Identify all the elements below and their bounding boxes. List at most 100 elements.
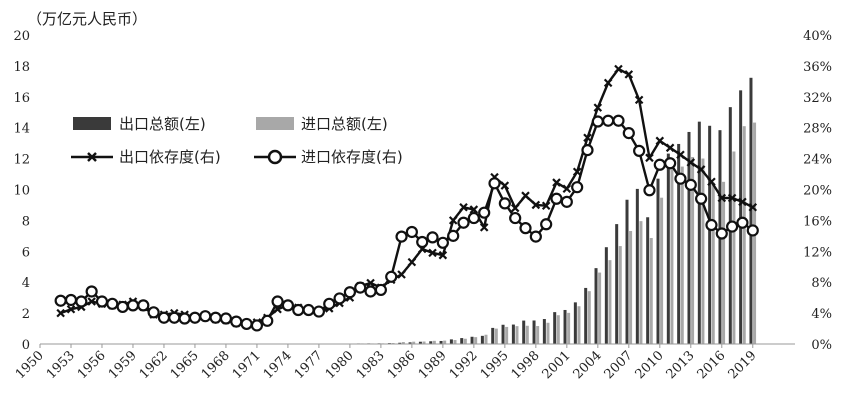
import-dependence-point [726, 220, 739, 233]
export-dependence-point [655, 136, 665, 146]
import-dependence-point [581, 144, 594, 157]
export-bar [708, 125, 712, 344]
export-dependence-point [479, 223, 489, 232]
import-bar [649, 237, 653, 344]
import-dependence-point [261, 314, 274, 327]
left-tick-label: 6 [22, 245, 30, 260]
export-dependence-point [500, 181, 510, 190]
import-dependence-point [312, 305, 326, 318]
import-dependence-point [550, 192, 563, 205]
export-dependence-point [521, 191, 530, 200]
import-bar [432, 340, 436, 344]
x-tick-label: 1968 [199, 348, 233, 382]
import-dependence-point [292, 303, 305, 317]
legend-item-export-total: 出口总额(左) [73, 115, 206, 133]
left-tick-label: 2 [22, 307, 30, 322]
export-bar [501, 324, 505, 344]
x-tick-label: 1998 [509, 348, 543, 382]
import-dependence-point [467, 211, 480, 225]
export-dependence-point [738, 197, 747, 207]
import-bar [494, 328, 498, 344]
import-dependence-point [447, 229, 460, 242]
import-dependence-point [116, 300, 129, 314]
import-dependence-point [147, 306, 160, 319]
right-tick-label: 20% [803, 184, 832, 199]
export-dependence-point [541, 201, 551, 211]
import-dependence-point [343, 286, 356, 299]
x-tick-label: 2013 [664, 348, 698, 382]
export-dependence-point [727, 193, 737, 203]
x-tick-label: 1974 [261, 348, 295, 382]
export-bar [625, 199, 629, 344]
import-dependence-point [478, 206, 491, 219]
import-dependence-point [560, 195, 573, 208]
export-bar [749, 77, 753, 344]
export-bar [615, 224, 619, 344]
import-dependence-point [405, 225, 418, 239]
import-dependence-point [188, 311, 202, 324]
export-dependence-point [56, 308, 65, 318]
import-dependence-point [746, 224, 759, 237]
x-tick-label: 1977 [292, 348, 326, 382]
export-dependence-point [531, 200, 541, 210]
import-bar [567, 312, 571, 344]
import-dependence-point [106, 297, 119, 310]
export-bar [480, 335, 484, 344]
x-tick-label: 1989 [416, 348, 450, 382]
legend: 出口总额(左) 进口总额(左) 出口依存度(右) 进口依存度(右) [71, 115, 403, 166]
export-bar [460, 338, 464, 344]
import-dependence-point [684, 178, 697, 191]
import-dependence-point [199, 310, 212, 323]
import-bar [732, 151, 736, 344]
x-tick-label: 2016 [695, 348, 729, 382]
import-dependence-point [488, 177, 501, 190]
export-bar [522, 320, 526, 344]
import-bar [680, 166, 684, 344]
import-dependence-point [612, 114, 625, 127]
import-bar [711, 182, 715, 344]
import-dependence-point [333, 292, 346, 305]
import-dependence-point [364, 285, 377, 298]
import-dependence-point [271, 295, 284, 308]
export-dependence-point [552, 178, 561, 187]
import-dependence-series [54, 114, 759, 332]
export-dependence-point [645, 153, 654, 163]
export-dependence-point [438, 250, 448, 260]
export-dependence-point [459, 202, 468, 212]
x-tick-label: 2019 [726, 348, 760, 382]
export-dependence-point [583, 133, 592, 143]
x-tick-label: 2007 [602, 348, 636, 382]
export-dependence-point [696, 165, 706, 174]
export-bar [563, 309, 567, 344]
legend-item-export-dependence: 出口依存度(右) [71, 148, 221, 166]
import-dependence-point [240, 317, 253, 331]
left-tick-label: 12 [13, 153, 30, 168]
import-dependence-point [643, 184, 656, 197]
import-bar [608, 260, 612, 344]
import-dependence-point [302, 303, 315, 317]
export-bar [656, 178, 660, 344]
export-dependence-point [717, 193, 727, 203]
x-tick-label: 1980 [323, 348, 357, 382]
export-dependence-point [407, 257, 417, 267]
x-tick-label: 1950 [13, 348, 47, 382]
import-dependence-point [137, 299, 150, 312]
import-dependence-point [178, 312, 191, 325]
left-tick-label: 8 [22, 214, 30, 229]
import-bar [474, 337, 478, 344]
right-tick-label: 12% [803, 245, 832, 260]
export-bar [604, 247, 608, 344]
import-bar [670, 169, 674, 344]
right-tick-label: 32% [803, 91, 832, 106]
import-bar [422, 341, 426, 344]
export-bar [511, 324, 515, 344]
import-dependence-point [509, 211, 522, 225]
import-dependence-point [126, 299, 140, 312]
export-dependence-point [707, 177, 716, 187]
export-bar [542, 319, 546, 344]
export-dependence-point [562, 184, 572, 194]
x-tick-label: 1983 [354, 348, 388, 382]
left-tick-label: 20 [13, 29, 30, 44]
import-dependence-point [230, 315, 243, 328]
